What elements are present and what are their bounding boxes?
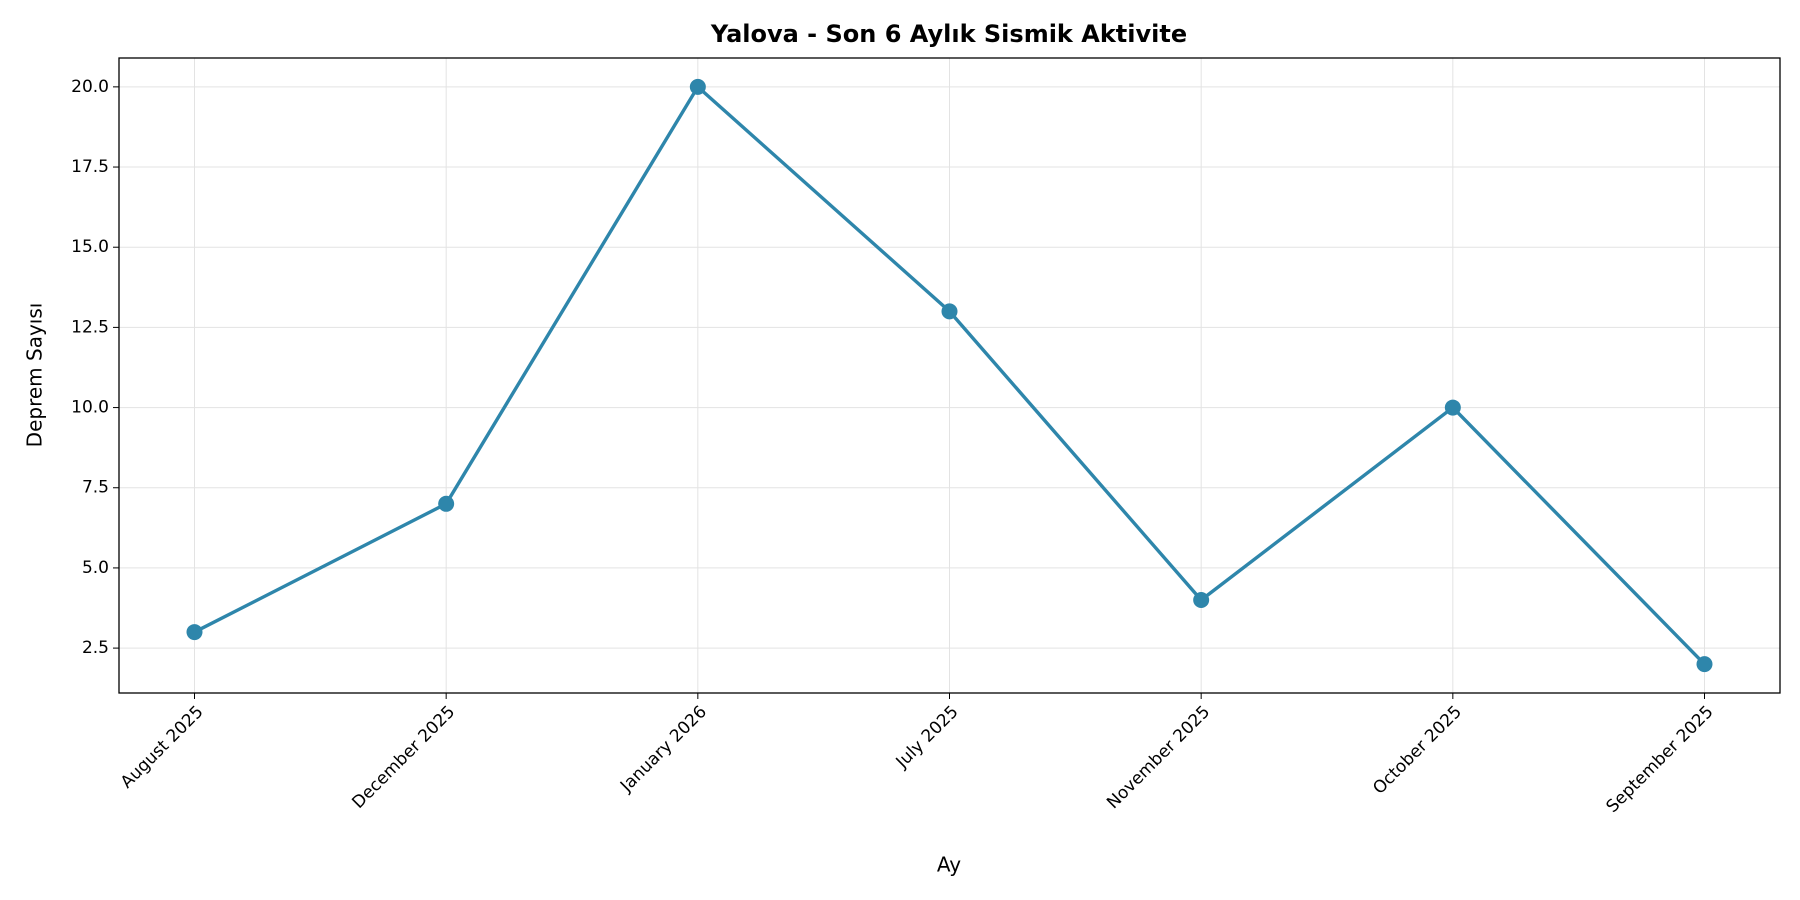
y-tick-label: 17.5 — [71, 157, 109, 177]
y-tick-label: 20.0 — [71, 77, 109, 97]
y-axis-label: Deprem Sayısı — [23, 303, 47, 448]
data-point — [689, 78, 706, 95]
plot-frame — [118, 57, 1781, 694]
x-tick-label: September 2025 — [1603, 702, 1718, 817]
data-point — [1193, 591, 1210, 608]
data-point — [1696, 656, 1713, 673]
chart-title: Yalova - Son 6 Aylık Sismik Aktivite — [710, 20, 1187, 48]
y-tick-label: 7.5 — [82, 478, 109, 498]
y-tick-label: 5.0 — [82, 558, 109, 578]
x-tick-label: August 2025 — [117, 702, 208, 793]
x-tick-label: October 2025 — [1369, 702, 1466, 799]
y-tick-label: 12.5 — [71, 317, 109, 337]
data-point — [186, 624, 203, 641]
data-point — [941, 303, 958, 320]
x-axis-label: Ay — [937, 853, 961, 877]
x-tick-label: July 2025 — [892, 702, 963, 773]
x-tick-label: December 2025 — [348, 702, 459, 813]
x-tick-label: January 2026 — [616, 702, 711, 797]
y-tick-label: 15.0 — [71, 237, 109, 257]
data-point — [438, 495, 455, 512]
y-tick-label: 2.5 — [82, 638, 109, 658]
data-point — [1444, 399, 1461, 416]
y-tick-label: 10.0 — [71, 398, 109, 418]
x-tick-label: November 2025 — [1103, 702, 1214, 813]
